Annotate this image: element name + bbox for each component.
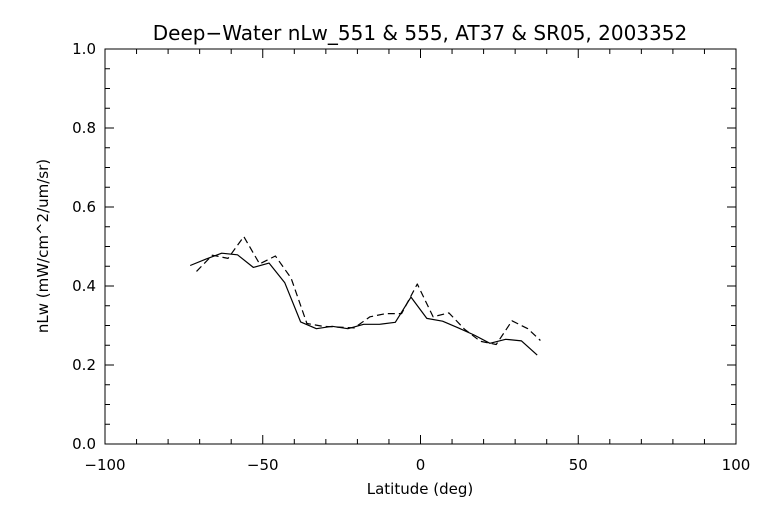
series-line-dashed (196, 236, 541, 346)
series-line-solid (189, 252, 538, 356)
y-tick-label: 1.0 (72, 40, 96, 58)
y-tick-label: 0.6 (72, 198, 96, 216)
x-tick-label: 100 (722, 456, 751, 474)
y-tick-label: 0.4 (72, 277, 96, 295)
x-axis-label: Latitude (deg) (367, 480, 473, 498)
y-axis-label: nLw (mW/cm^2/um/sr) (34, 159, 52, 333)
x-tick-label: −100 (84, 456, 125, 474)
x-tick-label: −50 (247, 456, 279, 474)
plot-frame (104, 48, 737, 445)
y-tick-label: 0.0 (72, 435, 96, 453)
x-tick-label: 50 (569, 456, 588, 474)
y-tick-label: 0.2 (72, 356, 96, 374)
y-tick-label: 0.8 (72, 119, 96, 137)
chart-title: Deep−Water nLw_551 & 555, AT37 & SR05, 2… (153, 21, 687, 45)
axis-tick-labels: −100 −50 0 50 100 0.0 0.2 0.4 0.6 0.8 1.0 (72, 40, 750, 474)
series-lines (189, 236, 541, 356)
axis-ticks (104, 48, 737, 445)
x-tick-label: 0 (416, 456, 426, 474)
